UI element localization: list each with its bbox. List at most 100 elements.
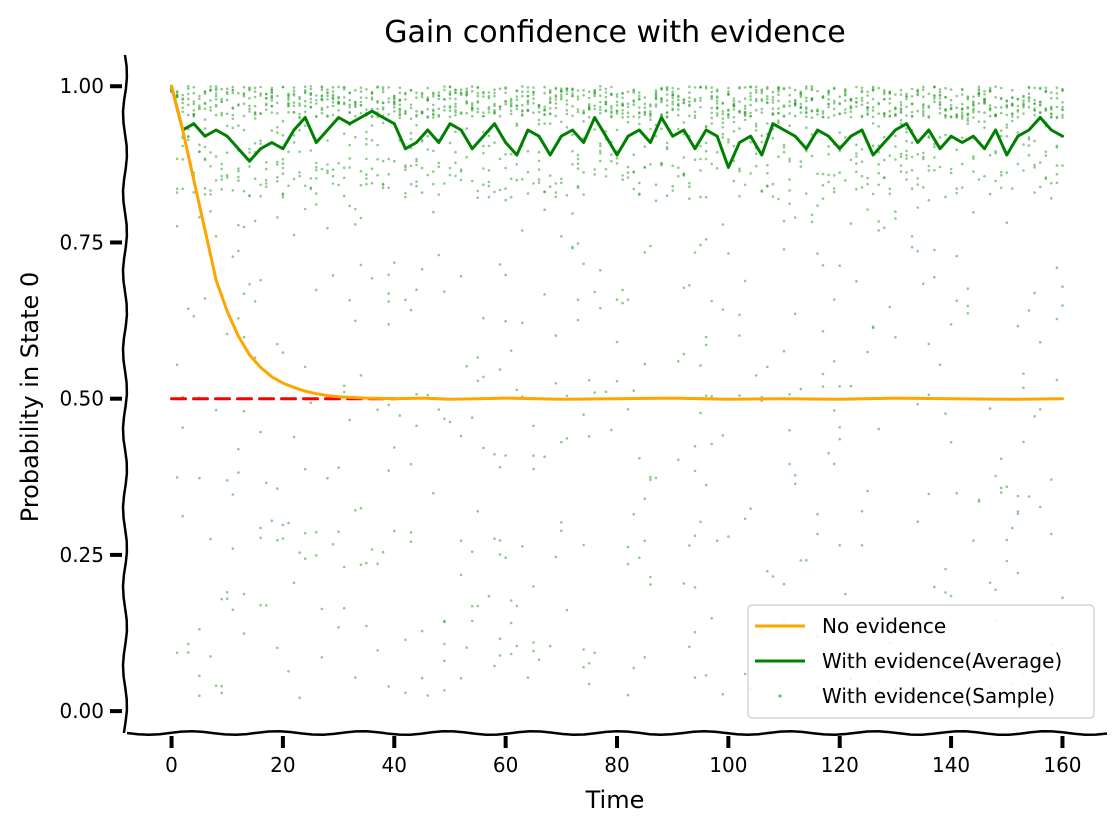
sample-point <box>303 91 307 95</box>
sample-point <box>832 86 836 90</box>
sample-point <box>838 385 841 388</box>
sample-point <box>727 109 730 112</box>
sample-point <box>699 96 702 100</box>
sample-point <box>621 174 624 177</box>
sample-point <box>187 87 190 90</box>
sample-point <box>955 148 958 151</box>
sample-point <box>994 179 997 183</box>
sample-point <box>788 104 791 108</box>
sample-point <box>387 157 391 161</box>
sample-point <box>649 475 652 479</box>
sample-point <box>298 104 301 107</box>
sample-point <box>933 95 936 98</box>
sample-point <box>315 530 318 534</box>
sample-point <box>231 608 235 611</box>
sample-point <box>315 203 318 206</box>
sample-point <box>599 85 602 88</box>
sample-point <box>821 197 825 200</box>
sample-point <box>582 120 585 123</box>
sample-point <box>415 184 418 188</box>
sample-point <box>727 92 730 96</box>
sample-point <box>1016 131 1020 134</box>
sample-point <box>810 98 814 101</box>
sample-point <box>899 108 903 111</box>
sample-point <box>693 110 697 114</box>
sample-point <box>999 186 1003 190</box>
sample-point <box>832 99 836 103</box>
sample-point <box>576 162 580 165</box>
sample-point <box>743 110 747 114</box>
sample-point <box>955 94 958 98</box>
sample-point <box>315 192 318 195</box>
sample-point <box>554 94 558 97</box>
sample-point <box>470 179 474 183</box>
sample-point <box>1061 89 1064 92</box>
sample-point <box>754 108 758 112</box>
sample-point <box>710 162 713 166</box>
sample-point <box>404 691 407 695</box>
sample-point <box>175 157 179 161</box>
sample-point <box>688 85 691 88</box>
sample-point <box>715 102 719 105</box>
sample-point <box>576 318 580 322</box>
sample-point <box>983 89 986 93</box>
sample-point <box>459 573 463 577</box>
sample-point <box>571 87 574 90</box>
sample-point <box>916 206 919 209</box>
sample-point <box>615 104 619 107</box>
sample-point <box>799 95 803 99</box>
sample-point <box>1022 112 1025 115</box>
sample-point <box>526 170 530 174</box>
sample-point <box>1011 88 1014 92</box>
sample-point <box>554 334 558 337</box>
sample-point <box>582 89 585 92</box>
sample-point <box>214 155 218 158</box>
sample-point <box>894 93 897 96</box>
sample-point <box>404 298 407 302</box>
sample-point <box>515 107 519 111</box>
sample-point <box>426 393 430 397</box>
sample-point <box>977 178 981 181</box>
sample-point <box>537 106 541 109</box>
sample-point <box>1033 415 1036 418</box>
sample-point <box>615 340 619 344</box>
sample-point <box>459 178 463 182</box>
sample-point <box>409 89 413 92</box>
sample-point <box>960 136 964 139</box>
sample-point <box>960 186 964 189</box>
sample-point <box>782 248 786 251</box>
sample-point <box>415 115 418 118</box>
sample-point <box>354 100 357 104</box>
sample-point <box>198 628 201 631</box>
sample-point <box>504 273 507 277</box>
sample-point <box>443 98 446 101</box>
sample-point <box>860 148 864 151</box>
sample-point <box>866 208 869 211</box>
sample-point <box>1061 108 1064 111</box>
sample-point <box>187 135 190 139</box>
sample-point <box>448 420 452 424</box>
sample-point <box>393 106 396 109</box>
sample-point <box>1016 115 1020 119</box>
sample-point <box>1061 105 1064 109</box>
sample-point <box>242 335 246 339</box>
sample-point <box>999 86 1003 90</box>
sample-point <box>532 93 535 96</box>
sample-point <box>253 300 257 303</box>
sample-point <box>387 403 391 407</box>
sample-point <box>225 90 229 94</box>
sample-point <box>665 147 669 151</box>
x-tick-label: 160 <box>1043 753 1081 777</box>
sample-point <box>198 694 201 697</box>
sample-point <box>348 166 352 169</box>
sample-point <box>521 177 524 181</box>
sample-point <box>682 286 686 290</box>
sample-point <box>905 178 908 181</box>
sample-point <box>599 144 602 148</box>
sample-point <box>604 175 608 178</box>
series-line-with-evidence-average <box>170 84 1064 169</box>
sample-point <box>871 85 875 89</box>
sample-point <box>381 90 385 94</box>
sample-point <box>482 167 485 170</box>
sample-point <box>220 167 223 171</box>
